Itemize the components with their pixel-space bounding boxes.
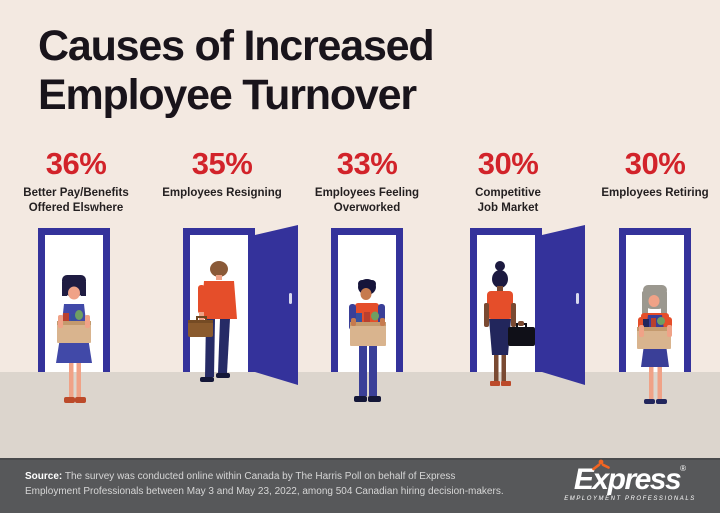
- figure-woman-facing-door-with-briefcase: [484, 261, 535, 386]
- figure-man-holding-box: [349, 279, 386, 402]
- stat-retiring: 30% Employees Retiring: [583, 148, 720, 201]
- stat-percent: 36%: [45, 146, 107, 181]
- stat-label: Competitive Job Market: [475, 187, 541, 215]
- title-line-1: Causes of Increased: [38, 22, 435, 70]
- figure-man-leaving-with-briefcase: [188, 261, 237, 382]
- door-4-open-panel: [542, 225, 585, 385]
- stat-overworked: 33% Employees Feeling Overworked: [295, 148, 439, 216]
- stat-resigning: 35% Employees Resigning: [150, 148, 294, 201]
- stat-better-pay: 36% Better Pay/Benefits Offered Elswhere: [4, 148, 148, 216]
- footer-bar: Source: The survey was conducted online …: [0, 458, 720, 513]
- stat-label: Better Pay/Benefits Offered Elswhere: [23, 187, 129, 215]
- express-x-figure-icon: [592, 459, 610, 471]
- door-frame-1: [38, 228, 110, 372]
- illustration-scene: [38, 225, 691, 404]
- express-logo: Express® EMPLOYMENT PROFESSIONALS: [554, 459, 706, 502]
- source-text: The survey was conducted online within C…: [25, 471, 504, 497]
- figure-woman-carrying-box: [56, 275, 92, 403]
- source-note: Source: The survey was conducted online …: [25, 469, 585, 499]
- stat-label: Employees Resigning: [162, 187, 282, 199]
- title-line-2: Employee Turnover: [38, 71, 417, 120]
- page-title: Causes of Increased Employee Turnover: [38, 22, 435, 120]
- stat-percent: 30%: [477, 146, 539, 181]
- stat-percent: 30%: [624, 146, 686, 181]
- stat-percent: 35%: [191, 146, 253, 181]
- express-tagline: EMPLOYMENT PROFESSIONALS: [564, 495, 696, 502]
- figure-senior-woman-carrying-box: [637, 285, 672, 404]
- stat-job-market: 30% Competitive Job Market: [436, 148, 580, 216]
- express-wordmark: Express: [573, 463, 682, 496]
- door-2-open-panel: [255, 225, 298, 385]
- registered-mark: ®: [680, 464, 687, 473]
- stat-label: Employees Retiring: [601, 187, 709, 199]
- stat-percent: 33%: [336, 146, 398, 181]
- source-label: Source:: [25, 471, 63, 482]
- stat-label: Employees Feeling Overworked: [314, 187, 420, 215]
